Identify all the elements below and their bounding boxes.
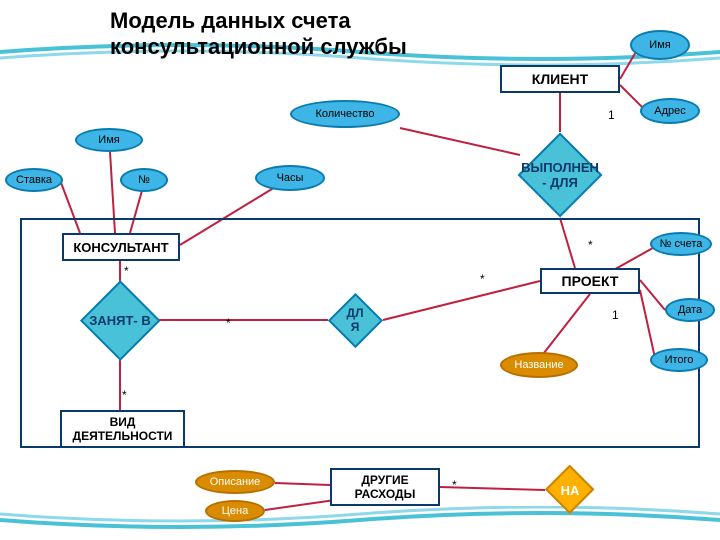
attr-hours: Часы	[255, 165, 325, 191]
entity-expenses: ДРУГИЕ РАСХОДЫ	[330, 468, 440, 506]
entity-consultant: КОНСУЛЬТАНТ	[62, 233, 180, 261]
attr-date: Дата	[665, 298, 715, 322]
cardinality-1: *	[588, 238, 593, 252]
title-line1: Модель данных счета	[110, 8, 407, 34]
cardinality-5: 1	[612, 308, 619, 322]
attr-desc: Описание	[195, 470, 275, 494]
cardinality-3: *	[480, 272, 485, 286]
attr-name_client: Имя	[630, 30, 690, 60]
attr-price: Цена	[205, 500, 265, 522]
diagram-title: Модель данных счета консультационной слу…	[110, 8, 407, 60]
attr-qty: Количество	[290, 100, 400, 128]
attr-rate: Ставка	[5, 168, 63, 192]
cardinality-0: 1	[608, 108, 615, 122]
attr-inv_no: № счета	[650, 232, 712, 256]
attr-address: Адрес	[640, 98, 700, 124]
rel-done_for	[517, 132, 602, 217]
attr-name_proj: Название	[500, 352, 578, 378]
entity-activity: ВИД ДЕЯТЕЛЬНОСТИ	[60, 410, 185, 448]
cardinality-7: *	[452, 478, 457, 492]
wave-bottom	[0, 506, 720, 534]
title-line2: консультационной службы	[110, 34, 407, 60]
cardinality-4: *	[226, 316, 231, 330]
cardinality-6: *	[122, 388, 127, 402]
cardinality-2: *	[124, 264, 129, 278]
attr-name_cons: Имя	[75, 128, 143, 152]
entity-project: ПРОЕКТ	[540, 268, 640, 294]
attr-total: Итого	[650, 348, 708, 372]
entity-client: КЛИЕНТ	[500, 65, 620, 93]
rel-on	[545, 465, 595, 515]
attr-num: №	[120, 168, 168, 192]
